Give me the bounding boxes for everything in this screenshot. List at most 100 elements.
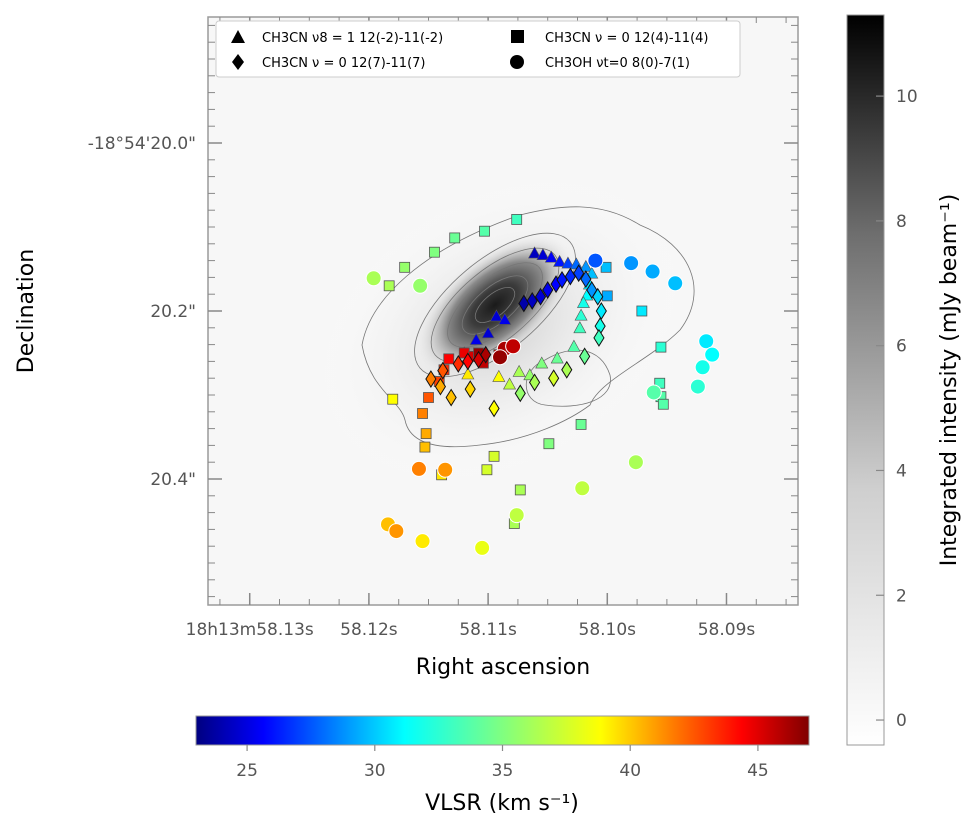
x-tick-label-4: 58.09s xyxy=(698,620,756,640)
square-marker-1-8 xyxy=(636,305,648,317)
square-marker-1-24 xyxy=(423,392,434,403)
velocity-colorbar-tick-label-0: 25 xyxy=(236,761,258,781)
legend-label-1: CH3CN ν = 0 12(4)-11(4) xyxy=(545,31,708,46)
triangle-marker-0-3 xyxy=(553,254,567,267)
triangle-marker-0-17 xyxy=(512,364,526,377)
square-marker-1-19 xyxy=(387,393,399,405)
square-marker-1-17 xyxy=(481,464,493,476)
intensity-colorbar-tick-label-4: 8 xyxy=(896,212,907,232)
square-marker-1-0 xyxy=(511,214,523,225)
circle-marker-3-11 xyxy=(508,507,525,524)
contour-1 xyxy=(414,232,576,378)
triangle-marker-0-20 xyxy=(461,367,475,380)
diamond-marker-2-15 xyxy=(561,360,573,379)
triangle-marker-0-24 xyxy=(469,332,483,345)
circle-marker-3-3 xyxy=(667,275,684,292)
y-tick-label-2: 20.4" xyxy=(150,470,196,490)
circle-marker-3-14 xyxy=(414,533,431,550)
diamond-marker-2-16 xyxy=(548,369,560,388)
diamond-marker-2-7 xyxy=(573,264,585,283)
diamond-marker-2-21 xyxy=(445,388,457,407)
square-marker-1-15 xyxy=(514,484,526,496)
legend: CH3CN ν8 = 1 12(-2)-11(-2) CH3CN ν = 0 1… xyxy=(215,20,741,78)
square-marker-1-4 xyxy=(399,261,411,273)
legend-label-0: CH3CN ν8 = 1 12(-2)-11(-2) xyxy=(262,31,443,46)
diamond-marker-2-11 xyxy=(595,302,607,320)
triangle-marker-0-2 xyxy=(544,250,558,263)
circle-marker-3-1 xyxy=(623,255,640,272)
diamond-marker-2-8 xyxy=(580,270,592,289)
velocity-colorbar: 25 30 35 40 45 VLSR (km s⁻¹) xyxy=(195,715,810,816)
triangle-marker-0-11 xyxy=(574,308,588,321)
circle-marker-3-15 xyxy=(474,539,491,556)
legend-label-3: CH3OH νt=0 8(0)-7(1) xyxy=(545,56,690,71)
square-marker-1-23 xyxy=(417,408,428,419)
diamond-marker-2-28 xyxy=(480,345,492,364)
circle-marker-3-12 xyxy=(412,277,429,294)
diamond-marker-2-24 xyxy=(437,361,449,380)
legend-triangle-icon xyxy=(231,30,245,43)
diamond-marker-2-14 xyxy=(579,347,591,366)
velocity-colorbar-tick-label-1: 30 xyxy=(364,761,386,781)
diamond-marker-2-3 xyxy=(542,281,554,299)
y-axis-title: Declination xyxy=(14,249,39,373)
x-tick-label-1: 58.12s xyxy=(340,620,398,640)
diamond-marker-2-25 xyxy=(452,354,464,373)
square-marker-1-22 xyxy=(420,428,432,440)
circle-marker-3-9 xyxy=(627,454,644,471)
triangle-marker-0-12 xyxy=(573,321,587,334)
square-marker-1-12 xyxy=(657,398,669,410)
circle-marker-3-17 xyxy=(410,460,427,477)
intensity-colorbar: 0 2 4 6 8 10 Integrated intensity (mJy beam⁻¹… xyxy=(846,14,962,746)
diamond-marker-2-23 xyxy=(425,370,437,388)
circle-marker-3-2 xyxy=(644,263,661,280)
axes: 18h13m58.13s 58.12s 58.11s 58.10s 58.09s -18°… xyxy=(88,17,798,640)
x-tick-label-0: 18h13m58.13s xyxy=(186,620,314,640)
circle-marker-3-19 xyxy=(388,523,405,540)
diamond-marker-2-18 xyxy=(528,373,541,392)
intensity-colorbar-tick-label-3: 6 xyxy=(896,337,907,357)
diamond-marker-2-1 xyxy=(526,291,538,310)
diamond-marker-2-22 xyxy=(434,377,447,396)
square-marker-1-6 xyxy=(600,261,612,273)
triangle-marker-0-23 xyxy=(481,326,495,339)
triangle-marker-0-13 xyxy=(567,339,581,352)
square-marker-1-3 xyxy=(429,246,440,258)
square-marker-1-9 xyxy=(655,341,667,353)
diamond-marker-2-2 xyxy=(534,287,547,306)
circle-marker-3-5 xyxy=(704,346,721,363)
velocity-colorbar-tick-label-4: 45 xyxy=(747,761,769,781)
legend-circle-icon xyxy=(510,55,524,69)
square-marker-1-18 xyxy=(488,450,500,462)
diamond-marker-2-13 xyxy=(593,328,605,347)
velocity-colorbar-label: VLSR (km s⁻¹) xyxy=(425,791,579,816)
diamond-marker-2-19 xyxy=(488,399,500,418)
square-marker-1-27 xyxy=(443,353,455,365)
contour-5 xyxy=(474,287,516,323)
velocity-colorbar-tick-label-3: 40 xyxy=(619,761,641,781)
square-marker-1-7 xyxy=(601,290,613,302)
diamond-marker-2-26 xyxy=(462,352,474,371)
triangle-marker-0-4 xyxy=(561,256,575,269)
intensity-colorbar-tick-label-2: 4 xyxy=(896,461,907,481)
square-marker-1-1 xyxy=(479,225,490,237)
triangle-marker-0-15 xyxy=(535,356,549,369)
legend-box xyxy=(215,20,741,78)
intensity-peak xyxy=(415,232,575,378)
legend-diamond-icon xyxy=(232,54,244,70)
intensity-colorbar-gradient xyxy=(846,14,885,746)
y-tick-label-1: 20.2" xyxy=(150,302,196,322)
circle-marker-3-22 xyxy=(492,349,509,366)
triangle-marker-0-19 xyxy=(492,369,506,382)
x-tick-label-3: 58.10s xyxy=(579,620,637,640)
circle-marker-3-13 xyxy=(365,270,382,287)
triangle-marker-0-1 xyxy=(536,248,550,261)
velocity-colorbar-tick-label-2: 35 xyxy=(492,761,514,781)
circle-marker-3-8 xyxy=(645,384,662,401)
velocity-colorbar-ticks: 25 30 35 40 45 xyxy=(236,745,769,781)
legend-label-2: CH3CN ν = 0 12(7)-11(7) xyxy=(262,56,425,71)
contour-2 xyxy=(430,247,560,363)
circle-marker-3-4 xyxy=(698,333,715,350)
diamond-marker-2-10 xyxy=(592,287,604,306)
